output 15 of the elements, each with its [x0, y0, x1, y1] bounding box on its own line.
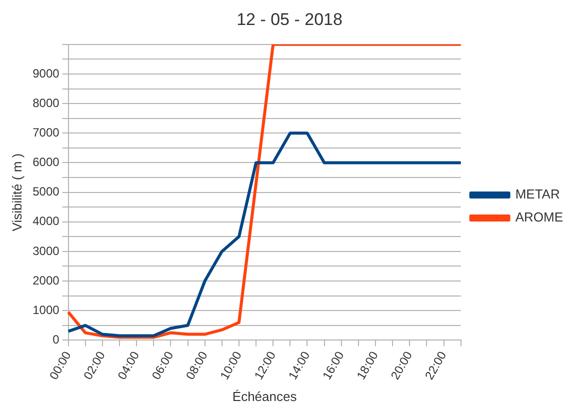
- y-tick-label: 6000: [32, 155, 60, 170]
- chart-title: 12 - 05 - 2018: [236, 10, 342, 29]
- y-tick-label: 9000: [32, 66, 60, 80]
- y-tick-label: 5000: [32, 184, 60, 199]
- y-tick-label: 4000: [32, 214, 60, 228]
- y-tick-label: 2000: [32, 273, 60, 288]
- y-axis-title: Visibilité ( m ): [9, 153, 24, 232]
- y-tick-label: 1000: [32, 302, 60, 317]
- y-tick-label: 8000: [32, 96, 60, 110]
- legend-label: METAR: [515, 186, 560, 202]
- legend-label: AROME: [515, 210, 564, 225]
- y-tick-label: 7000: [32, 125, 60, 140]
- x-axis-title: Échéances: [232, 388, 298, 404]
- y-tick-label: 3000: [32, 244, 60, 258]
- y-tick-label: 0: [52, 332, 60, 347]
